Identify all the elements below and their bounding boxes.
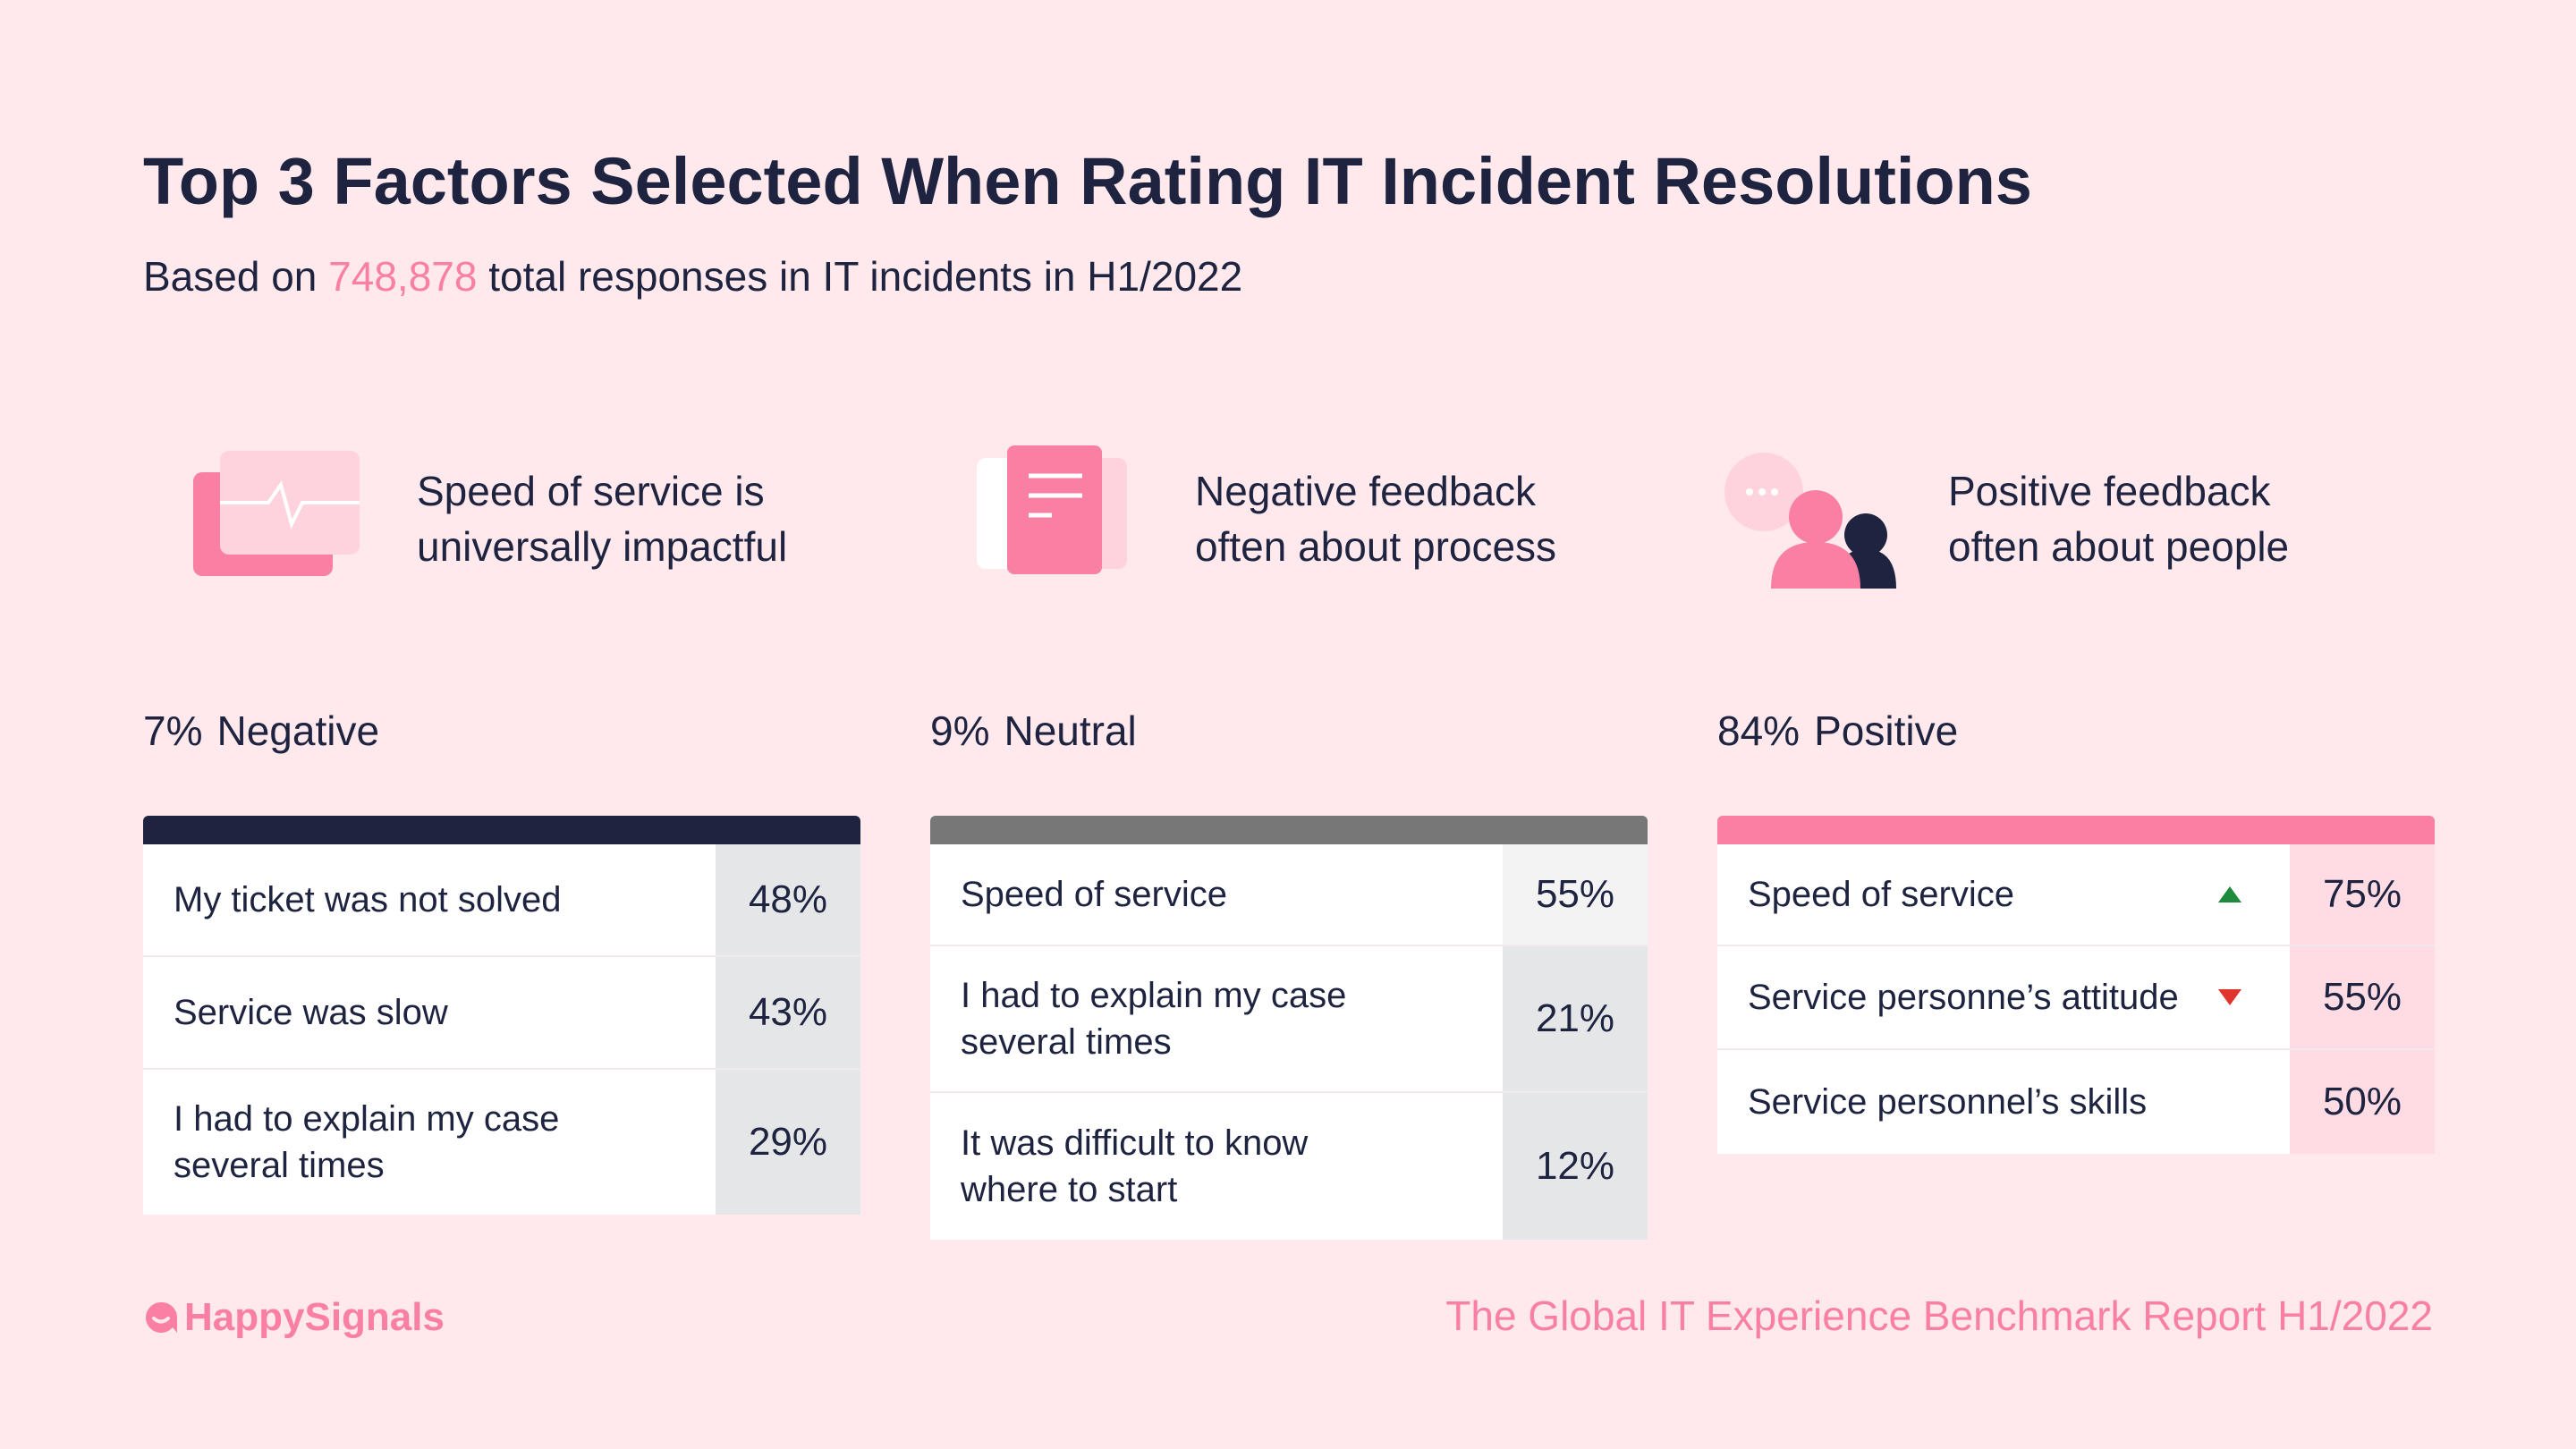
table-row: Service personnel’s skills 50% [1717, 1050, 2435, 1154]
row-label: Speed of service [961, 875, 1227, 914]
row-value: 55% [1503, 844, 1648, 945]
report-title: The Global IT Experience Benchmark Repor… [1445, 1292, 2433, 1339]
table-row: Service personne’s attitude 55% [1717, 946, 2435, 1050]
row-label: My ticket was not solved [174, 880, 562, 919]
column-label: Negative [216, 708, 380, 754]
feature-positive: Positive feedback often about people [1719, 429, 2360, 608]
table-row: I had to explain my case several times 2… [930, 946, 1648, 1093]
column-header: 7% Negative [143, 707, 860, 760]
column-percentage: 9% [930, 708, 990, 754]
column-label: Positive [1814, 708, 1959, 754]
feature-line: often about people [1948, 523, 2290, 570]
row-value: 50% [2290, 1050, 2435, 1154]
happysignals-logo: HappySignals [143, 1295, 445, 1340]
document-icon [966, 438, 1145, 599]
response-count: 748,878 [328, 253, 478, 300]
trend-up-icon [2218, 886, 2241, 902]
row-value: 43% [716, 957, 860, 1068]
feature-text: Negative feedback often about process [1195, 463, 1606, 574]
column-bar [143, 816, 860, 844]
feature-text: Positive feedback often about people [1948, 463, 2360, 574]
column-percentage: 7% [143, 708, 203, 754]
neutral-column: 9% Neutral Speed of service 55% I had to … [930, 707, 1648, 1240]
table-row: Service was slow 43% [143, 957, 860, 1070]
page-title: Top 3 Factors Selected When Rating IT In… [143, 144, 2032, 218]
column-bar [930, 816, 1648, 844]
column-header: 84% Positive [1717, 707, 2435, 760]
feature-negative: Negative feedback often about process [966, 429, 1606, 608]
row-label-wrap: Speed of service [1717, 844, 2290, 945]
table-row: Speed of service 75% [1717, 844, 2435, 946]
speed-monitor-icon [188, 438, 367, 599]
row-label: I had to explain my case several times [174, 1099, 560, 1185]
subtitle-suffix: total responses in IT incidents in H1/20… [477, 253, 1243, 300]
people-chat-icon [1719, 438, 1898, 599]
row-value: 55% [2290, 946, 2435, 1048]
column-label: Neutral [1004, 708, 1137, 754]
row-label: Speed of service [1748, 875, 2014, 914]
table-row: My ticket was not solved 48% [143, 844, 860, 957]
logo-text: HappySignals [184, 1295, 445, 1339]
feature-speed: Speed of service is universally impactfu… [188, 429, 828, 608]
row-value: 12% [1503, 1093, 1648, 1240]
table-row: Speed of service 55% [930, 844, 1648, 946]
row-label-wrap: Service personne’s attitude [1717, 946, 2290, 1048]
feature-line: Speed of service is [417, 468, 765, 514]
negative-column: 7% Negative My ticket was not solved 48% … [143, 707, 860, 1215]
trend-down-icon [2218, 989, 2241, 1005]
row-value: 21% [1503, 946, 1648, 1091]
table-row: I had to explain my case several times 2… [143, 1070, 860, 1215]
column-header: 9% Neutral [930, 707, 1648, 760]
subtitle-prefix: Based on [143, 253, 329, 300]
feature-line: universally impactful [417, 523, 788, 570]
row-value: 75% [2290, 844, 2435, 945]
positive-column: 84% Positive Speed of service 75% Service… [1717, 707, 2435, 1154]
feature-line: Positive feedback [1948, 468, 2271, 514]
logo-mark-icon [146, 1301, 178, 1333]
row-label: Service was slow [174, 993, 448, 1032]
page-subtitle: Based on 748,878 total responses in IT i… [143, 252, 1242, 301]
feature-line: Negative feedback [1195, 468, 1537, 514]
column-percentage: 84% [1717, 708, 1801, 754]
row-label: Service personne’s attitude [1748, 978, 2179, 1017]
feature-text: Speed of service is universally impactfu… [417, 463, 828, 574]
table-row: It was difficult to know where to start … [930, 1093, 1648, 1240]
row-label: I had to explain my case several times [961, 976, 1347, 1062]
column-bar [1717, 816, 2435, 844]
row-value: 48% [716, 844, 860, 955]
row-value: 29% [716, 1070, 860, 1215]
row-label: It was difficult to know where to start [961, 1123, 1309, 1209]
row-label: Service personnel’s skills [1748, 1082, 2148, 1122]
feature-line: often about process [1195, 523, 1557, 570]
